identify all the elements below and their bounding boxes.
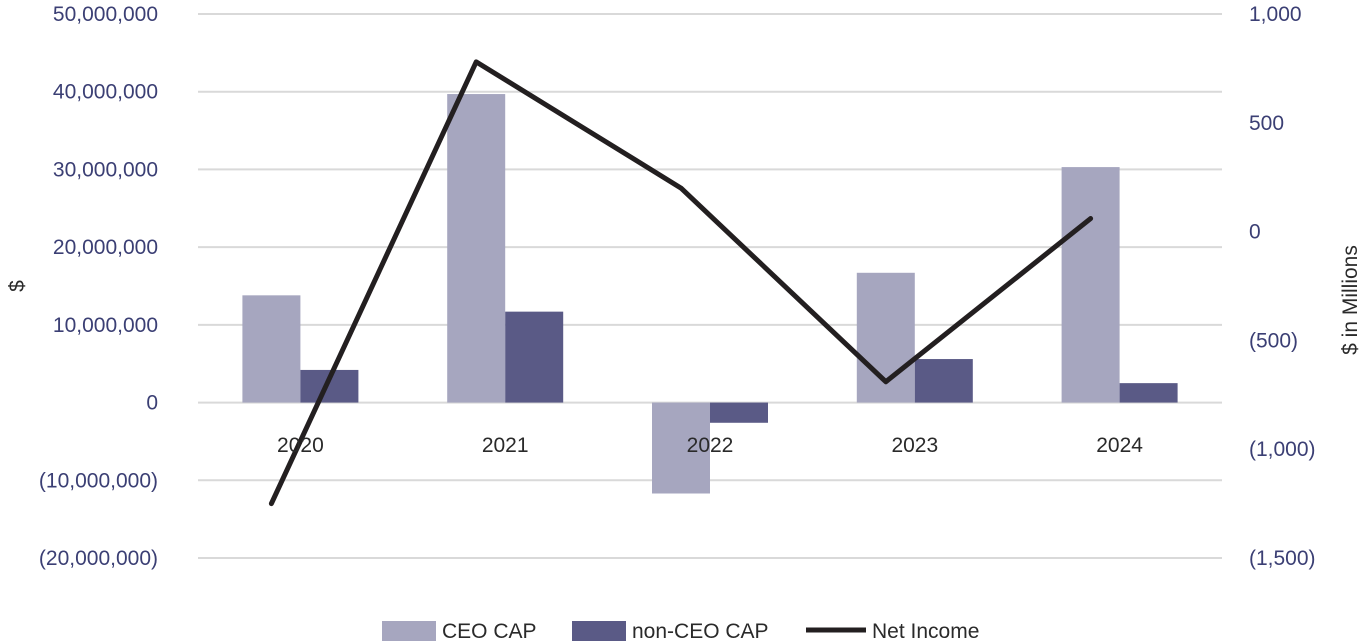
non-ceo-cap-bar-2022 [710, 402, 768, 423]
legend-ceo-cap-label: CEO CAP [442, 620, 537, 643]
left-tick-label: 40,000,000 [53, 81, 158, 104]
left-tick-label: (10,000,000) [39, 469, 158, 492]
legend-non-ceo-cap-label: non-CEO CAP [632, 620, 769, 643]
x-axis: 2020 2021 2022 2023 2024 [277, 434, 1143, 457]
bars [242, 94, 1178, 494]
legend-net-income-label: Net Income [872, 620, 979, 643]
x-tick-label: 2021 [482, 434, 529, 457]
right-tick-label: 1,000 [1249, 3, 1302, 26]
legend-ceo-cap-swatch [382, 621, 436, 641]
left-tick-label: 0 [146, 392, 158, 415]
right-tick-label: (500) [1249, 329, 1298, 352]
x-tick-label: 2024 [1096, 434, 1143, 457]
left-tick-label: 50,000,000 [53, 3, 158, 26]
ceo-cap-bar-2022 [652, 402, 710, 494]
left-tick-label: 20,000,000 [53, 236, 158, 259]
left-tick-label: 10,000,000 [53, 314, 158, 337]
left-axis-label: $ [6, 280, 29, 292]
legend: CEO CAP non-CEO CAP Net Income [382, 620, 979, 643]
non-ceo-cap-bar-2021 [505, 311, 564, 403]
right-axis-label: $ in Millions [1339, 245, 1362, 355]
legend-non-ceo-cap-swatch [572, 621, 626, 641]
right-tick-label: (1,000) [1249, 438, 1316, 461]
ceo-cap-bar-2021 [447, 94, 506, 403]
right-tick-label: 500 [1249, 112, 1284, 135]
left-tick-label: 30,000,000 [53, 158, 158, 181]
x-tick-label: 2020 [277, 434, 324, 457]
right-tick-label: 0 [1249, 221, 1261, 244]
left-y-axis: 50,000,000 40,000,000 30,000,000 20,000,000… [39, 3, 158, 570]
left-tick-label: (20,000,000) [39, 547, 158, 570]
non-ceo-cap-bar-2023 [914, 359, 973, 403]
net-income-line-layer [268, 59, 1094, 507]
right-y-axis: 1,000 500 0 (500) (1,000) (1,500) [1249, 3, 1316, 570]
right-tick-label: (1,500) [1249, 547, 1316, 570]
non-ceo-cap-bar-2024 [1119, 383, 1178, 403]
ceo-cap-bar-2024 [1061, 167, 1120, 403]
ceo-cap-bar-2020 [242, 295, 301, 403]
x-tick-label: 2023 [891, 434, 938, 457]
x-tick-label: 2022 [687, 434, 734, 457]
